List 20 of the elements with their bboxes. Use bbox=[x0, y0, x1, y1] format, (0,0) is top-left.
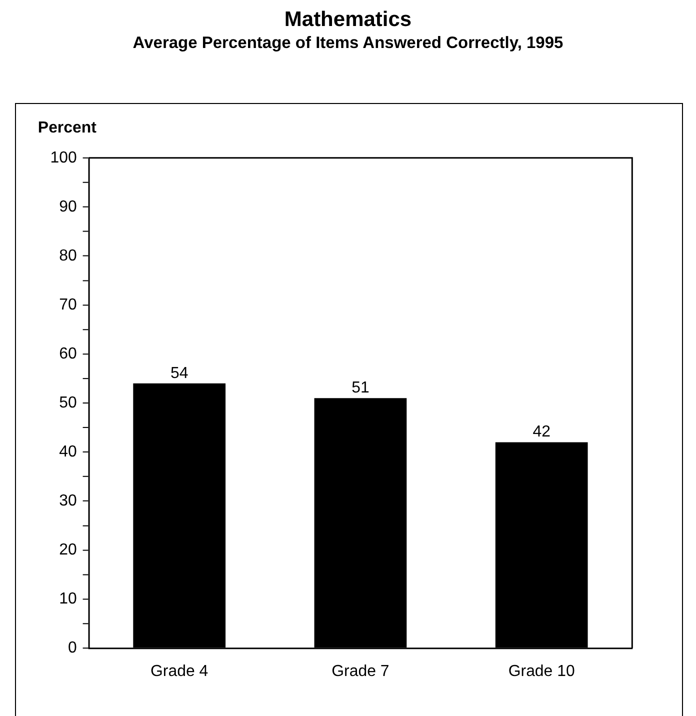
y-tick-label: 30 bbox=[59, 492, 77, 510]
data-label: 42 bbox=[532, 424, 551, 441]
data-label: 54 bbox=[170, 364, 188, 382]
y-tick-label: 50 bbox=[59, 394, 77, 412]
x-tick-label: Grade 10 bbox=[508, 663, 575, 680]
y-tick-label: 90 bbox=[59, 198, 77, 216]
y-axis-title: Percent bbox=[38, 119, 98, 136]
y-tick-label: 0 bbox=[68, 640, 77, 657]
x-tick-label: Grade 7 bbox=[332, 663, 390, 680]
chart-subtitle: Average Percentage of Items Answered Correctly, 1995 bbox=[132, 34, 564, 53]
y-tick-label: 100 bbox=[50, 149, 77, 166]
y-tick-label: 70 bbox=[59, 296, 77, 314]
y-tick-label: 60 bbox=[59, 345, 77, 362]
x-tick-label: Grade 4 bbox=[150, 663, 208, 680]
chart-title: Mathematics bbox=[283, 8, 413, 32]
y-tick-label: 10 bbox=[59, 590, 77, 608]
data-label: 51 bbox=[352, 380, 370, 397]
y-tick-label: 40 bbox=[59, 443, 77, 460]
y-tick-label: 20 bbox=[59, 541, 77, 558]
y-tick-label: 80 bbox=[59, 247, 77, 264]
